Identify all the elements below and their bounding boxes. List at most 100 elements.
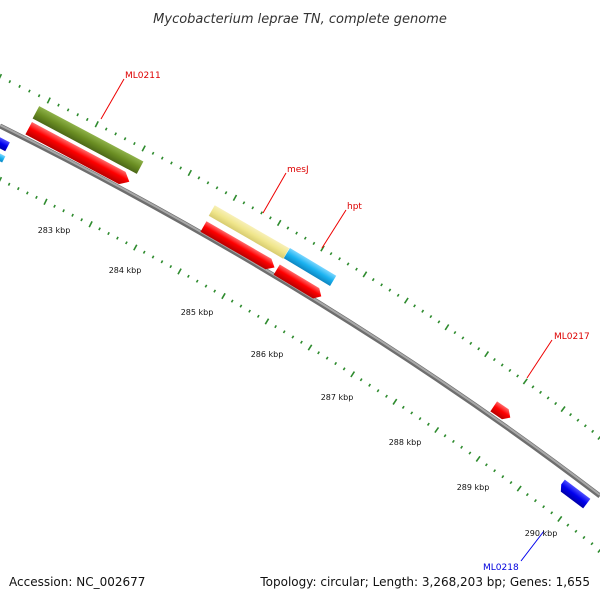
inner-tick <box>221 292 226 300</box>
inner-tick <box>88 221 93 228</box>
leader-mesj <box>262 172 287 214</box>
leader-ml0218 <box>520 530 545 562</box>
inner-tick <box>509 481 513 485</box>
outer-tick <box>114 132 118 136</box>
inner-tick <box>443 434 447 438</box>
inner-tick <box>557 515 563 522</box>
outer-tick <box>295 231 298 235</box>
tick-label-287kbp: 287 kbp <box>321 393 354 402</box>
inner-tick <box>401 405 405 409</box>
inner-tick <box>248 309 251 313</box>
leader-hpt <box>321 209 347 249</box>
outer-tick <box>413 304 416 308</box>
inner-tick <box>475 455 481 462</box>
inner-tick <box>133 244 138 251</box>
inner-tick <box>98 227 101 231</box>
inner-tick <box>169 265 173 269</box>
inner-tick <box>195 279 199 283</box>
inner-tick <box>484 463 488 467</box>
outer-tick <box>242 201 246 205</box>
tick-label-284kbp: 284 kbp <box>109 266 142 275</box>
outer-tick <box>37 94 41 98</box>
outer-tick <box>516 374 520 378</box>
genome-backbone-highlight <box>0 124 600 496</box>
outer-tick <box>320 245 325 252</box>
outer-tick <box>151 151 155 155</box>
inner-tick <box>264 318 270 325</box>
outer-tick <box>133 141 136 146</box>
outer-tick <box>355 267 358 271</box>
gene-label-ml0211: ML0211 <box>125 71 161 81</box>
outer-tick <box>388 288 392 292</box>
inner-tick <box>542 505 546 509</box>
outer-tick <box>453 330 457 335</box>
outer-tick <box>0 73 3 79</box>
inner-tick <box>451 439 455 444</box>
outer-tick <box>206 181 210 185</box>
inner-tick <box>350 371 356 378</box>
outer-tick <box>224 191 228 195</box>
outer-tick <box>338 257 341 261</box>
outer-tick <box>576 418 580 422</box>
inner-tick <box>43 198 48 206</box>
inner-tick <box>566 523 570 527</box>
inner-tick <box>282 330 286 334</box>
gene-label-ml0218: ML0218 <box>483 563 519 573</box>
outer-tick <box>28 89 31 93</box>
outer-tick <box>362 271 368 278</box>
map-title: Mycobacterium leprae TN, complete genome <box>153 12 447 27</box>
inner-tick <box>434 426 440 434</box>
accession-label: Accession: NC_002677 <box>9 575 146 589</box>
inner-tick <box>468 451 472 455</box>
inner-tick <box>574 529 578 533</box>
outer-tick <box>260 211 263 215</box>
inner-tick <box>501 475 505 479</box>
inner-tick <box>525 493 529 497</box>
gene-blue-edge-left <box>0 135 10 152</box>
outer-tick <box>546 396 550 400</box>
inner-tick <box>307 344 313 351</box>
inner-tick <box>342 367 346 371</box>
outer-tick <box>346 262 350 266</box>
outer-tick <box>94 121 99 128</box>
inner-tick <box>16 187 20 191</box>
inner-tick <box>230 299 234 303</box>
outer-tick <box>303 236 307 240</box>
inner-tick <box>80 218 84 222</box>
outer-tick <box>597 435 600 440</box>
inner-tick <box>582 535 586 540</box>
inner-tick <box>25 191 29 195</box>
outer-tick-row <box>0 73 600 440</box>
outer-tick <box>500 363 504 367</box>
outer-tick <box>160 156 164 160</box>
outer-tick <box>469 341 473 345</box>
outer-tick <box>421 309 425 313</box>
gene-mesj-khaki <box>208 205 290 259</box>
outer-tick <box>141 145 146 152</box>
outer-tick <box>531 385 535 389</box>
outer-tick <box>492 357 496 362</box>
inner-tick <box>0 176 3 182</box>
outer-tick <box>46 97 51 104</box>
outer-tick <box>522 378 528 385</box>
inner-tick <box>334 361 338 366</box>
inner-tick <box>7 182 11 186</box>
outer-tick <box>104 127 108 131</box>
outer-tick <box>371 277 375 282</box>
outer-tick <box>508 368 512 373</box>
genome-backbone <box>0 123 600 498</box>
leader-ml0211 <box>100 78 125 120</box>
inner-tick <box>53 204 56 208</box>
outer-tick <box>269 216 272 220</box>
outer-tick <box>232 194 238 201</box>
inner-tick <box>187 274 190 278</box>
gene-red-hpt <box>273 264 322 299</box>
inner-tick <box>160 260 164 264</box>
inner-tick <box>107 231 110 236</box>
outer-tick <box>403 297 409 304</box>
inner-tick <box>590 542 594 546</box>
inner-tick <box>317 351 320 355</box>
outer-tick <box>66 108 70 112</box>
gene-hpt-cyan <box>283 247 337 287</box>
